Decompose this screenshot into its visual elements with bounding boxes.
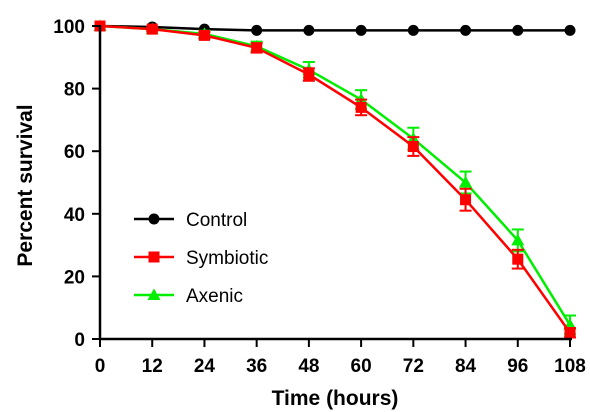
legend-marker <box>147 288 161 300</box>
legend-item-axenic: Axenic <box>134 286 243 307</box>
series-axenic <box>93 19 577 336</box>
legend-item-control: Control <box>134 210 247 231</box>
x-tick-label: 108 <box>554 356 586 377</box>
data-point <box>303 24 315 36</box>
legend-marker <box>148 251 160 263</box>
y-tick-label: 60 <box>64 142 85 163</box>
x-tick-label: 0 <box>95 356 106 377</box>
x-tick-label: 36 <box>246 356 267 377</box>
data-point <box>459 176 473 188</box>
legend-label: Axenic <box>186 286 243 307</box>
x-tick-label: 60 <box>351 356 372 377</box>
y-tick-label: 0 <box>74 330 85 351</box>
data-point <box>564 327 576 339</box>
plot-area <box>93 19 577 339</box>
data-point <box>460 194 472 206</box>
data-point <box>355 101 367 113</box>
legend-label: Control <box>186 210 247 231</box>
x-tick-label: 48 <box>298 356 319 377</box>
data-point <box>407 141 419 153</box>
data-point <box>251 24 263 36</box>
y-tick-label: 40 <box>64 205 85 226</box>
legend: Control Symbiotic Axenic <box>134 210 268 307</box>
x-tick-label: 12 <box>142 356 163 377</box>
series-symbiotic <box>94 20 576 339</box>
y-axis-title: Percent survival <box>14 104 37 266</box>
data-point <box>564 24 576 36</box>
legend-label: Symbiotic <box>186 248 268 269</box>
series-line <box>99 24 570 32</box>
data-point <box>407 24 419 36</box>
series-line <box>99 24 572 334</box>
y-tick-label: 20 <box>64 267 85 288</box>
legend-item-symbiotic: Symbiotic <box>134 248 268 269</box>
x-tick-label: 24 <box>194 356 216 377</box>
data-point <box>355 24 367 36</box>
data-point <box>511 233 525 246</box>
data-point <box>512 253 524 265</box>
y-tick-label: 100 <box>53 17 85 38</box>
x-axis-title: Time (hours) <box>272 387 399 410</box>
x-tick-label: 72 <box>403 356 424 377</box>
data-point <box>198 29 210 41</box>
data-point <box>303 69 315 81</box>
data-point <box>146 23 158 35</box>
data-point <box>251 42 263 54</box>
data-point <box>460 24 472 36</box>
data-point <box>512 24 524 36</box>
series-control <box>94 20 576 36</box>
x-tick-label: 96 <box>507 356 528 377</box>
series-line <box>99 24 572 326</box>
axes: 0 12 24 36 48 60 72 84 96 108 0 20 40 60 80 100 Time (ho… <box>14 17 586 410</box>
y-tick-label: 80 <box>64 80 85 101</box>
legend-marker <box>148 213 160 225</box>
x-tick-label: 84 <box>455 356 477 377</box>
